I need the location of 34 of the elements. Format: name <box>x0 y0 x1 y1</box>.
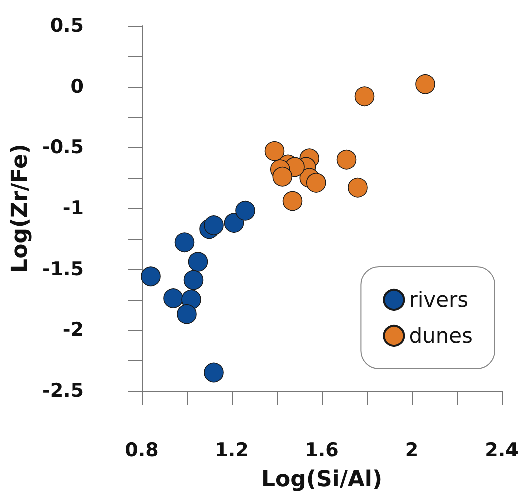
point <box>336 150 357 170</box>
point <box>174 232 195 252</box>
x-axis-title: Log(Si/Al) <box>262 468 382 492</box>
x-tick-label: 2 <box>405 440 419 462</box>
point <box>306 173 326 193</box>
point <box>184 270 204 290</box>
point <box>164 288 184 308</box>
point <box>204 362 224 383</box>
point <box>224 213 244 233</box>
x-tick-label: 1.2 <box>215 440 249 462</box>
y-tick-label: -2 <box>62 319 84 342</box>
point <box>416 74 436 94</box>
y-tick-label: -0.5 <box>42 136 84 159</box>
y-tick-label: -1 <box>62 198 84 220</box>
point <box>177 304 197 324</box>
y-tick-label: -2.5 <box>42 380 84 402</box>
point <box>236 201 256 221</box>
y-axis-title: Log(Zr/Fe) <box>8 144 34 273</box>
y-tick-label: -1.5 <box>42 258 84 280</box>
legend-label: rivers <box>409 288 469 312</box>
x-tick-label: 0.8 <box>125 440 159 462</box>
x-tick-label: 1.6 <box>305 440 339 462</box>
point <box>204 216 224 236</box>
point <box>272 166 293 187</box>
legend-label: dunes <box>409 324 473 348</box>
point <box>141 266 161 287</box>
y-tick-label: 0.5 <box>50 15 84 37</box>
point <box>354 86 375 106</box>
point <box>188 252 208 272</box>
x-tick-label: 2.4 <box>485 440 519 462</box>
y-tick-label: 0 <box>70 76 84 98</box>
point <box>264 141 285 162</box>
point <box>282 191 303 212</box>
point <box>348 178 368 198</box>
